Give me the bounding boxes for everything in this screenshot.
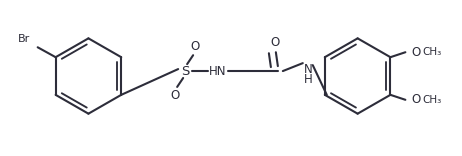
Text: HN: HN [209,65,227,78]
Text: N: N [304,63,312,76]
Text: O: O [270,36,280,49]
Text: Br: Br [18,34,30,44]
Text: O: O [170,89,180,102]
Text: CH₃: CH₃ [422,95,442,105]
Text: O: O [411,46,420,59]
Text: H: H [304,73,312,86]
Text: S: S [181,65,189,78]
Text: O: O [411,93,420,106]
Text: O: O [190,40,200,53]
Text: CH₃: CH₃ [422,47,442,57]
